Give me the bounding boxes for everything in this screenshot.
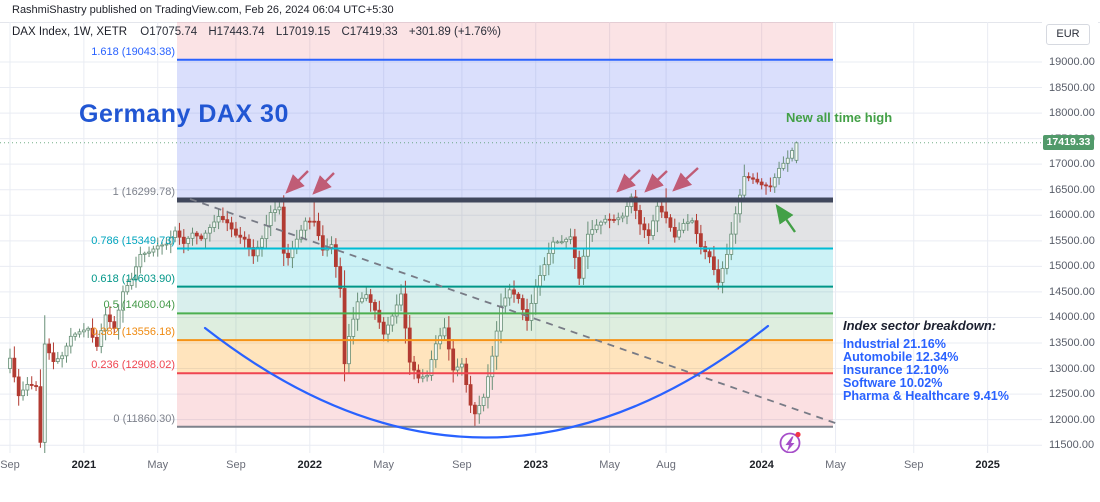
price-tick-label: 16500.00: [1049, 183, 1095, 196]
publish-bar: RashmiShastry published on TradingView.c…: [0, 0, 1100, 22]
price-tick-label: 13000.00: [1049, 362, 1095, 375]
fib-label-0.5: 0.5 (14080.04): [103, 299, 175, 312]
legend-open: O17075.74: [140, 26, 198, 38]
trendline-dashed[interactable]: [189, 198, 839, 425]
legend-high: H17443.74: [208, 26, 265, 38]
time-tick-label-2025: 2025: [975, 459, 1000, 471]
price-tick-label: 16000.00: [1049, 209, 1095, 222]
grid-lines: [0, 22, 1042, 453]
fib-level-lines: [177, 58, 833, 428]
sector-item: Pharma & Healthcare 9.41%: [843, 389, 1009, 403]
price-tick-label: 19000.00: [1049, 56, 1095, 68]
sector-breakdown-title: Index sector breakdown:: [843, 318, 997, 333]
header-divider: [0, 22, 1100, 23]
time-tick-label-2024: 2024: [749, 459, 774, 471]
fib-label-1.618: 1.618 (19043.38): [91, 45, 175, 58]
price-tick-label: 15500.00: [1049, 234, 1095, 247]
price-tick-label: 12000.00: [1049, 413, 1095, 426]
time-tick-label-may: May: [825, 459, 846, 471]
price-tick-label: 17000.00: [1049, 158, 1095, 171]
price-tick-label: 11500.00: [1049, 439, 1095, 452]
fib-bands: [177, 22, 833, 427]
price-tick-label: 14000.00: [1049, 311, 1095, 324]
footer: TradingView: [0, 477, 1100, 502]
price-tick-label: 12500.00: [1049, 388, 1095, 401]
time-axis[interactable]: Sep 2021 May Sep 2022 May Sep 2023 May Aug 2024 May…: [0, 453, 1042, 477]
sector-breakdown-annotation: Index sector breakdown: Industrial 21.16…: [843, 318, 1009, 403]
price-tick-label: 18000.00: [1049, 107, 1095, 120]
chart-title-annotation: Germany DAX 30: [79, 100, 289, 128]
down-arrow[interactable]: [644, 170, 668, 193]
legend-close: C17419.33: [341, 26, 398, 38]
sector-list: Industrial 21.16% Automobile 12.34% Insu…: [843, 338, 1009, 403]
legend-low: L17019.15: [275, 26, 331, 38]
publish-attribution: RashmiShastry published on TradingView.c…: [12, 4, 394, 16]
price-tick-label: 14500.00: [1049, 285, 1095, 298]
fib-label-1: 1 (16299.78): [112, 185, 175, 198]
time-tick-label-sep: Sep: [452, 459, 472, 471]
price-tick-label: 15000.00: [1049, 260, 1095, 273]
down-arrow[interactable]: [285, 170, 309, 194]
fib-label-0.382: 0.382 (13556.18): [91, 326, 175, 339]
down-arrow[interactable]: [672, 167, 699, 192]
sector-item: Automobile 12.34%: [843, 350, 959, 364]
price-tick-label: 18500.00: [1049, 81, 1095, 94]
currency-button[interactable]: EUR: [1046, 24, 1090, 45]
candlestick-series: [8, 141, 799, 453]
time-tick-label-sep: Sep: [0, 459, 20, 471]
time-tick-label-2023: 2023: [523, 459, 548, 471]
fib-label-0: 0 (11860.30): [113, 412, 175, 425]
up-arrow[interactable]: [775, 204, 796, 233]
price-axis[interactable]: EUR 19000.0018500.0018000.0017500.001700…: [1042, 22, 1098, 477]
legend-symbol: DAX Index, 1W, XETR: [12, 26, 128, 38]
boost-icon[interactable]: [779, 431, 801, 453]
time-tick-label-sep: Sep: [226, 459, 246, 471]
symbol-legend[interactable]: DAX Index, 1W, XETR O17075.74 H17443.74 …: [12, 26, 509, 38]
time-tick-label-2021: 2021: [71, 459, 97, 471]
fib-label-0.236: 0.236 (12908.02): [91, 359, 175, 372]
down-arrow[interactable]: [312, 172, 335, 195]
sector-item: Software 10.02%: [843, 376, 943, 390]
legend-change: +301.89 (+1.76%): [408, 26, 501, 38]
price-tick-label: 13500.00: [1049, 337, 1095, 349]
arc-curve[interactable]: [203, 324, 770, 439]
chart-canvas[interactable]: [0, 22, 1042, 453]
time-tick-label-sep: Sep: [903, 459, 924, 471]
time-tick-label-may: May: [147, 459, 169, 471]
fib-label-0.786: 0.786 (15349.73): [91, 234, 175, 247]
time-tick-label-2022: 2022: [297, 459, 323, 471]
time-tick-label-aug: Aug: [656, 459, 676, 471]
down-arrow[interactable]: [616, 169, 641, 193]
sector-item: Industrial 21.16%: [843, 337, 946, 351]
sector-item: Insurance 12.10%: [843, 363, 949, 377]
time-tick-label-may: May: [599, 459, 620, 471]
fib-label-0.618: 0.618 (14603.90): [91, 272, 175, 285]
new-ath-annotation: New all time high: [786, 110, 893, 125]
last-price-badge: 17419.33: [1043, 135, 1094, 151]
time-tick-label-may: May: [373, 459, 395, 471]
